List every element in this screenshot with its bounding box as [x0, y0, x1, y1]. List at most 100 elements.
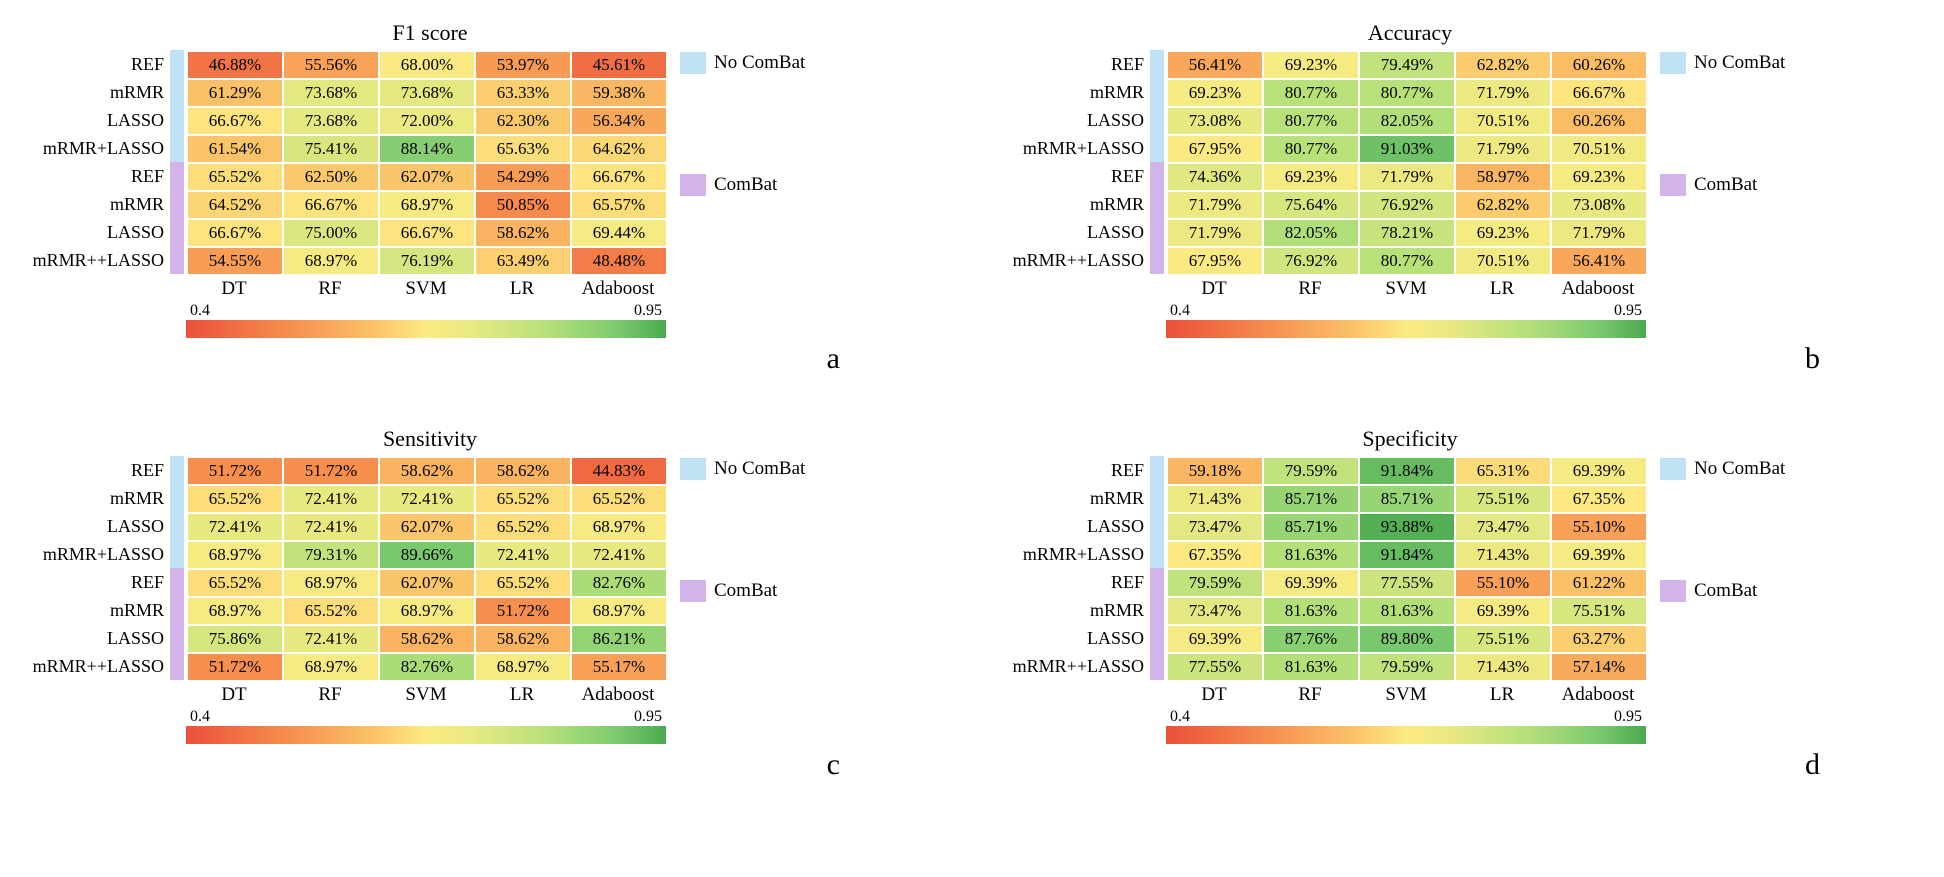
legend-swatch — [680, 52, 706, 74]
heatmap-cell: 56.34% — [571, 107, 667, 135]
heatmap-cell: 70.51% — [1455, 107, 1551, 135]
row-label: LASSO — [1087, 218, 1150, 246]
legend-label: ComBat — [714, 174, 777, 196]
legend-item: No ComBat — [680, 52, 805, 74]
row-label: mRMR+LASSO — [1023, 134, 1150, 162]
heatmap-cell: 73.08% — [1551, 191, 1647, 219]
legend-item: No ComBat — [1660, 458, 1785, 480]
sidebar-nocombat — [1150, 50, 1164, 162]
row-label: REF — [131, 456, 170, 484]
heatmap-cell: 68.97% — [283, 247, 379, 275]
heatmap-cell: 66.67% — [1551, 79, 1647, 107]
legend-label: ComBat — [1694, 174, 1757, 196]
heatmap-cell: 79.31% — [283, 541, 379, 569]
legend-label: ComBat — [714, 580, 777, 602]
row-label: LASSO — [107, 624, 170, 652]
sidebar-combat — [1150, 568, 1164, 680]
heatmap-cell: 81.63% — [1263, 653, 1359, 681]
col-labels: DTRFSVMLRAdaboost — [186, 682, 940, 706]
heatmap-cell: 81.63% — [1263, 597, 1359, 625]
heatmap-cell: 71.79% — [1167, 191, 1263, 219]
heatmap-cell: 55.56% — [283, 51, 379, 79]
heatmap-cell: 80.77% — [1263, 107, 1359, 135]
heatmap-cell: 68.97% — [283, 569, 379, 597]
heatmap-cell: 71.43% — [1455, 541, 1551, 569]
colorbar-min: 0.4 — [1170, 302, 1190, 320]
heatmap: 46.88%55.56%68.00%53.97%45.61%61.29%73.6… — [186, 50, 668, 276]
heatmap-cell: 65.57% — [571, 191, 667, 219]
sidebar-combat — [1150, 162, 1164, 274]
heatmap-cell: 72.00% — [379, 107, 475, 135]
sidebar-combat — [170, 162, 184, 274]
heatmap-cell: 57.14% — [1551, 653, 1647, 681]
legend-swatch — [680, 580, 706, 602]
legend-swatch — [1660, 52, 1686, 74]
heatmap-cell: 66.67% — [571, 163, 667, 191]
row-labels: REFmRMRLASSOmRMR+LASSOREFmRMRLASSOmRMR++… — [20, 50, 170, 274]
row-label: LASSO — [107, 218, 170, 246]
heatmap-cell: 72.41% — [187, 513, 283, 541]
legend-swatch — [1660, 580, 1686, 602]
heatmap-cell: 85.71% — [1263, 513, 1359, 541]
group-sidebar — [170, 50, 184, 274]
legend: No ComBat ComBat — [680, 458, 805, 602]
row-label: mRMR++LASSO — [33, 652, 170, 680]
heatmap-wrap: REFmRMRLASSOmRMR+LASSOREFmRMRLASSOmRMR++… — [1000, 50, 1920, 276]
heatmap-cell: 66.67% — [187, 219, 283, 247]
row-labels: REFmRMRLASSOmRMR+LASSOREFmRMRLASSOmRMR++… — [1000, 50, 1150, 274]
heatmap-cell: 64.52% — [187, 191, 283, 219]
colorbar-min: 0.4 — [1170, 708, 1190, 726]
heatmap-cell: 72.41% — [283, 485, 379, 513]
heatmap-cell: 54.29% — [475, 163, 571, 191]
heatmap-cell: 55.10% — [1551, 513, 1647, 541]
heatmap-cell: 68.97% — [379, 597, 475, 625]
heatmap-cell: 70.51% — [1551, 135, 1647, 163]
legend-label: ComBat — [1694, 580, 1757, 602]
legend-swatch — [680, 458, 706, 480]
row-label: mRMR++LASSO — [33, 246, 170, 274]
panel-c: SensitivityREFmRMRLASSOmRMR+LASSOREFmRMR… — [20, 426, 940, 782]
heatmap-cell: 76.19% — [379, 247, 475, 275]
heatmap-cell: 68.97% — [379, 191, 475, 219]
col-label: LR — [474, 682, 570, 706]
heatmap-cell: 71.79% — [1167, 219, 1263, 247]
heatmap-cell: 64.62% — [571, 135, 667, 163]
heatmap-cell: 79.49% — [1359, 51, 1455, 79]
heatmap-cell: 82.05% — [1359, 107, 1455, 135]
row-label: LASSO — [1087, 512, 1150, 540]
row-label: REF — [131, 50, 170, 78]
sidebar-combat — [170, 568, 184, 680]
panel-letter: a — [20, 342, 850, 376]
heatmap-cell: 79.59% — [1167, 569, 1263, 597]
row-label: REF — [131, 162, 170, 190]
row-labels: REFmRMRLASSOmRMR+LASSOREFmRMRLASSOmRMR++… — [20, 456, 170, 680]
heatmap-cell: 85.71% — [1263, 485, 1359, 513]
heatmap-cell: 80.77% — [1359, 79, 1455, 107]
heatmap-cell: 54.55% — [187, 247, 283, 275]
col-label: LR — [474, 276, 570, 300]
legend-label: No ComBat — [1694, 52, 1785, 74]
col-label: RF — [282, 276, 378, 300]
col-label: RF — [1262, 682, 1358, 706]
col-label: RF — [1262, 276, 1358, 300]
heatmap-cell: 58.97% — [1455, 163, 1551, 191]
heatmap-cell: 69.23% — [1551, 163, 1647, 191]
heatmap-cell: 51.72% — [283, 457, 379, 485]
heatmap-cell: 72.41% — [571, 541, 667, 569]
legend-item: No ComBat — [680, 458, 805, 480]
heatmap-cell: 65.52% — [187, 163, 283, 191]
colorbar-labels: 0.40.95 — [186, 302, 666, 320]
heatmap-cell: 58.62% — [475, 625, 571, 653]
heatmap-cell: 68.97% — [187, 597, 283, 625]
colorbar-max: 0.95 — [634, 708, 662, 726]
col-labels: DTRFSVMLRAdaboost — [1166, 682, 1920, 706]
row-label: mRMR — [1090, 78, 1150, 106]
heatmap-cell: 82.76% — [571, 569, 667, 597]
heatmap-cell: 44.83% — [571, 457, 667, 485]
legend-item: ComBat — [680, 174, 805, 196]
heatmap-cell: 59.18% — [1167, 457, 1263, 485]
panel-a: F1 scoreREFmRMRLASSOmRMR+LASSOREFmRMRLAS… — [20, 20, 940, 376]
heatmap-cell: 62.82% — [1455, 191, 1551, 219]
group-sidebar — [1150, 50, 1164, 274]
heatmap-wrap: REFmRMRLASSOmRMR+LASSOREFmRMRLASSOmRMR++… — [20, 50, 940, 276]
